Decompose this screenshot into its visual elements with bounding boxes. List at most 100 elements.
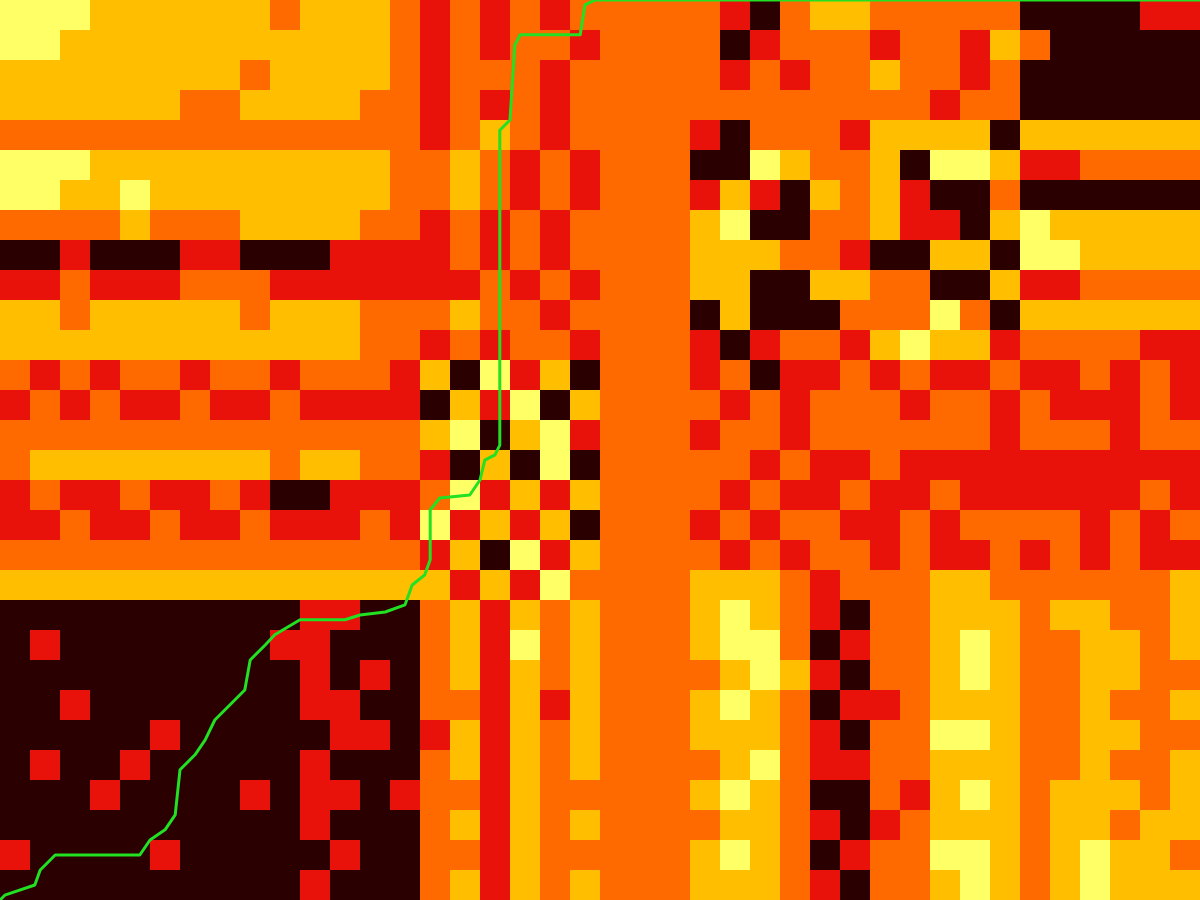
heatmap-cell [1080,60,1111,91]
heatmap-cell [60,870,91,900]
heatmap-cell [1170,150,1200,181]
heatmap-cell [540,60,571,91]
heatmap-cell [210,810,241,841]
heatmap-cell [930,750,961,781]
heatmap-cell [960,480,991,511]
heatmap-cell [1080,720,1111,751]
heatmap-cell [1170,330,1200,361]
heatmap-cell [510,780,541,811]
heatmap-cell [450,420,481,451]
heatmap-cell [810,840,841,871]
heatmap-cell [720,570,751,601]
heatmap-cell [630,120,661,151]
heatmap-cell [330,420,361,451]
heatmap-cell [840,120,871,151]
heatmap-cell [120,0,151,31]
heatmap-cell [150,0,181,31]
heatmap-cell [630,600,661,631]
heatmap-cell [480,60,511,91]
heatmap-cell [150,630,181,661]
heatmap-cell [630,330,661,361]
heatmap-cell [600,300,631,331]
heatmap-cell [990,660,1021,691]
heatmap-cell [600,750,631,781]
heatmap-cell [510,0,541,31]
heatmap-cell [390,840,421,871]
heatmap-cell [330,390,361,421]
heatmap-cell [1020,420,1051,451]
heatmap-cell [150,330,181,361]
heatmap-cell [1170,180,1200,211]
heatmap-cell [810,90,841,121]
heatmap-cell [1080,870,1111,900]
heatmap-cell [720,840,751,871]
heatmap-cell [420,330,451,361]
heatmap-cell [690,270,721,301]
heatmap-cell [1170,360,1200,391]
heatmap-cell [60,120,91,151]
heatmap-cell [1110,780,1141,811]
heatmap-cell [30,450,61,481]
heatmap-cell [990,540,1021,571]
heatmap-cell [630,450,661,481]
heatmap-cell [1110,330,1141,361]
heatmap-cell [780,90,811,121]
heatmap-cell [300,870,331,900]
heatmap-cell [660,480,691,511]
heatmap-cell [60,600,91,631]
heatmap-cell [150,870,181,900]
heatmap-cell [120,150,151,181]
heatmap-cell [0,750,31,781]
heatmap-cell [960,180,991,211]
heatmap-cell [750,420,781,451]
heatmap-cell [300,540,331,571]
heatmap-cell [1170,450,1200,481]
heatmap-cell [30,630,61,661]
heatmap-cell [510,690,541,721]
heatmap-cell [180,810,211,841]
heatmap-cell [150,510,181,541]
heatmap-cell [60,660,91,691]
heatmap-cell [660,120,691,151]
heatmap-cell [1080,120,1111,151]
heatmap-cell [390,450,421,481]
heatmap-cell [600,180,631,211]
heatmap-cell [690,150,721,181]
heatmap-cell [780,210,811,241]
heatmap-cell [330,240,361,271]
heatmap-cell [1020,330,1051,361]
heatmap-cell [900,300,931,331]
heatmap-cell [750,780,781,811]
heatmap-cell [510,660,541,691]
heatmap-cell [1020,360,1051,391]
heatmap-cell [360,720,391,751]
heatmap-cell [240,240,271,271]
heatmap-cell [600,780,631,811]
heatmap-cell [90,780,121,811]
heatmap-cell [990,750,1021,781]
heatmap-cell [0,720,31,751]
heatmap-cell [720,240,751,271]
heatmap-cell [420,90,451,121]
heatmap-cell [540,210,571,241]
heatmap-cell [1110,720,1141,751]
heatmap-cell [360,510,391,541]
heatmap-cell [450,300,481,331]
heatmap-cell [1140,870,1171,900]
heatmap-cell [930,390,961,421]
heatmap-cell [0,480,31,511]
heatmap-cell [930,60,961,91]
heatmap-cell [1050,570,1081,601]
heatmap-cell [660,420,691,451]
heatmap-cell [900,750,931,781]
heatmap-cell [540,870,571,900]
heatmap-cell [420,0,451,31]
heatmap-cell [1020,600,1051,631]
heatmap-cell [690,300,721,331]
heatmap-cell [330,780,361,811]
heatmap-cell [1020,0,1051,31]
heatmap-cell [90,90,121,121]
heatmap-cell [600,0,631,31]
heatmap-cell [660,30,691,61]
heatmap-cell [1020,840,1051,871]
